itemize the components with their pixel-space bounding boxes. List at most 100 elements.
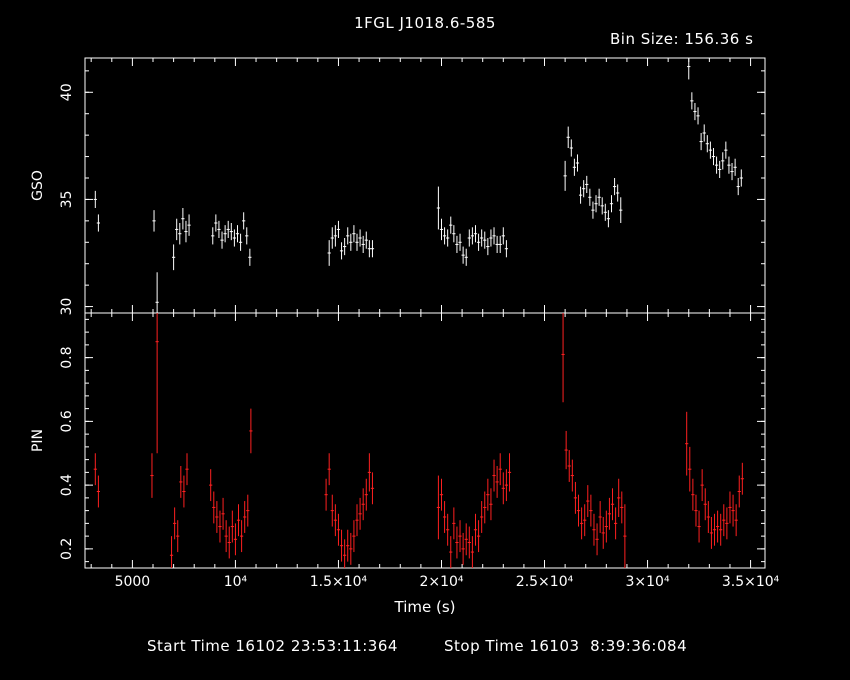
- gso-data-point: [588, 188, 592, 206]
- xtick-label: 5000: [115, 574, 151, 590]
- pin-data-point: [564, 430, 568, 470]
- pin-data-point: [436, 475, 441, 540]
- bin-size-label: Bin Size: 156.36 s: [610, 30, 754, 48]
- gso-data-point: [591, 201, 595, 219]
- gso-data-point: [220, 231, 224, 249]
- start-time-label: Start Time 16102 23:53:11:364: [147, 637, 398, 655]
- pin-ytick-label: 0.2: [59, 538, 75, 560]
- pin-data-point: [455, 526, 459, 559]
- pin-data-point: [694, 494, 698, 527]
- gso-data-point: [436, 186, 441, 230]
- gso-data-point: [355, 233, 359, 251]
- pin-data-point: [607, 497, 612, 530]
- pin-data-point: [249, 408, 253, 454]
- pin-panel-frame: [84, 312, 766, 569]
- gso-ytick-label: 35: [59, 191, 75, 209]
- gso-data-point: [721, 152, 725, 170]
- gso-data-point: [730, 163, 734, 181]
- pin-data-point: [446, 513, 450, 546]
- gso-data-point: [480, 229, 484, 247]
- pin-data-point: [343, 539, 347, 568]
- gso-data-point: [442, 227, 447, 245]
- gso-data-point: [171, 244, 176, 271]
- pin-data-point: [464, 523, 468, 556]
- pin-data-point: [697, 510, 701, 543]
- pin-data-point: [604, 510, 608, 543]
- pin-data-point: [218, 510, 222, 543]
- pin-data-point: [740, 462, 744, 495]
- gso-data-point: [696, 107, 700, 125]
- pin-data-point: [567, 450, 571, 482]
- gso-data-point: [327, 240, 331, 266]
- pin-data-point: [239, 520, 244, 553]
- pin-data-point: [212, 491, 216, 524]
- pin-data-point: [364, 478, 368, 511]
- gso-data-point: [603, 203, 607, 221]
- pin-data-point: [93, 453, 97, 486]
- gso-data-point: [600, 197, 604, 215]
- pin-data-point: [507, 453, 512, 492]
- gso-data-point: [349, 233, 353, 251]
- pin-data-point: [709, 517, 714, 549]
- chart-title: 1FGL J1018.6-585: [354, 14, 496, 32]
- pin-data-point: [336, 513, 341, 546]
- pin-data-point: [185, 453, 189, 486]
- pin-data-point: [480, 501, 484, 533]
- gso-data-point: [594, 195, 598, 213]
- pin-data-point: [467, 526, 471, 559]
- pin-data-point: [489, 488, 493, 521]
- gso-data-point: [724, 141, 728, 159]
- gso-data-point: [727, 156, 731, 174]
- pin-data-point: [339, 529, 344, 562]
- gso-data-point: [597, 188, 601, 206]
- gso-data-point: [214, 214, 218, 232]
- gso-data-point: [226, 220, 230, 238]
- gso-data-point: [223, 225, 227, 243]
- gso-data-point: [693, 103, 697, 121]
- pin-data-point: [483, 491, 487, 524]
- pin-data-point: [330, 494, 334, 527]
- gso-data-point: [606, 210, 611, 228]
- pin-data-point: [179, 466, 183, 498]
- pin-data-point: [486, 478, 490, 511]
- pin-data-point: [561, 313, 565, 403]
- pin-data-point: [700, 469, 704, 502]
- pin-data-point: [476, 520, 481, 553]
- pin-data-point: [358, 497, 362, 530]
- gso-data-point: [187, 214, 191, 236]
- gso-data-point: [346, 227, 350, 245]
- pin-data-point: [576, 494, 581, 527]
- pin-data-point: [586, 485, 590, 517]
- xtick-label: 2.5×10⁴: [516, 574, 574, 590]
- gso-data-point: [336, 220, 341, 238]
- pin-data-point: [221, 497, 225, 530]
- gso-data-point: [178, 223, 182, 245]
- gso-data-point: [93, 190, 97, 208]
- gso-data-point: [476, 233, 481, 251]
- pin-data-point: [227, 526, 231, 559]
- gso-data-point: [439, 218, 444, 241]
- gso-data-point: [501, 227, 505, 245]
- pin-ytick-label: 0.6: [59, 410, 75, 432]
- gso-data-point: [175, 218, 179, 241]
- xtick-label: 10⁴: [224, 574, 248, 590]
- gso-data-point: [333, 225, 337, 247]
- gso-data-point: [569, 139, 573, 157]
- pin-data-point: [617, 478, 621, 517]
- pin-data-point: [442, 501, 447, 533]
- gso-data-point: [572, 158, 577, 176]
- pin-data-point: [461, 532, 465, 565]
- pin-data-point: [324, 478, 328, 511]
- gso-data-point: [467, 229, 471, 247]
- pin-ytick-label: 0.8: [59, 346, 75, 368]
- gso-data-point: [248, 248, 252, 266]
- pin-data-point: [592, 513, 596, 546]
- gso-data-point: [483, 231, 487, 249]
- pin-data-point: [688, 446, 692, 492]
- gso-data-point: [217, 220, 221, 238]
- pin-data-point: [361, 488, 365, 521]
- pin-data-point: [215, 501, 219, 533]
- gso-data-point: [495, 235, 499, 253]
- gso-data-point: [705, 135, 709, 153]
